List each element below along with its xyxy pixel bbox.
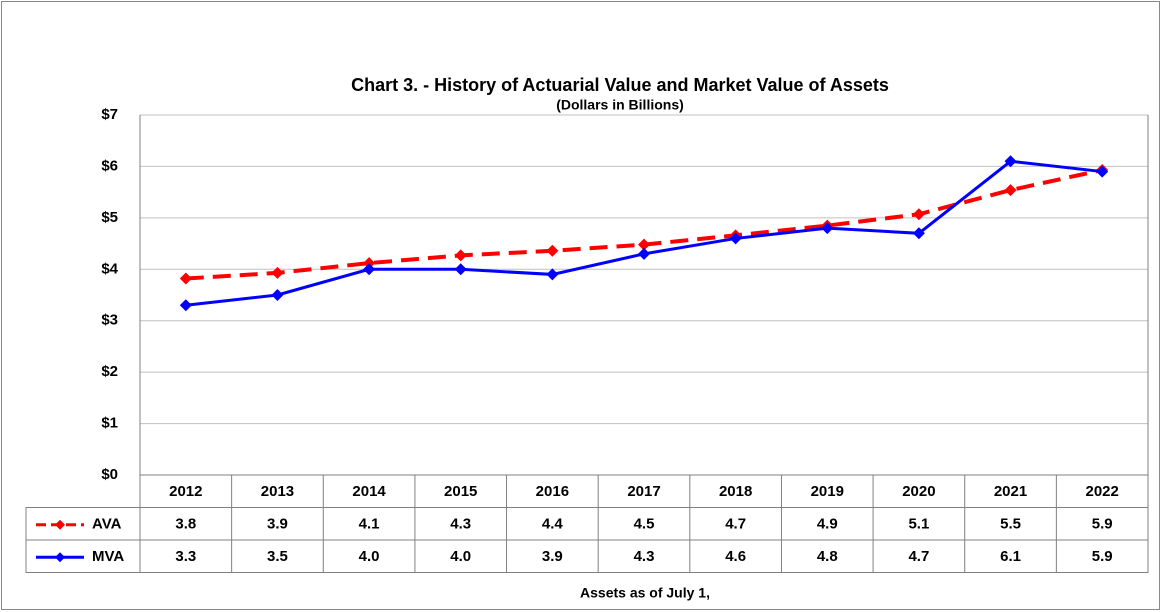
- x-tick-label: 2015: [444, 483, 477, 500]
- y-tick-label: $2: [101, 363, 118, 380]
- data-point: [179, 299, 192, 312]
- data-label: 3.3: [175, 548, 196, 565]
- x-tick-label: 2017: [627, 483, 660, 500]
- data-point: [454, 263, 467, 276]
- data-point: [912, 227, 925, 240]
- data-point: [1096, 165, 1109, 178]
- legend-label: MVA: [92, 548, 124, 565]
- y-tick-label: $4: [101, 260, 118, 277]
- data-label: 6.1: [1000, 548, 1021, 565]
- data-point: [638, 247, 650, 260]
- x-tick-label: 2012: [169, 483, 202, 500]
- data-label: 4.6: [725, 548, 746, 565]
- x-tick-label: 2021: [994, 483, 1027, 500]
- data-label: 4.8: [817, 548, 838, 565]
- data-label: 5.1: [908, 516, 929, 533]
- data-point: [363, 257, 376, 270]
- data-point: [1004, 155, 1017, 168]
- x-tick-label: 2020: [902, 483, 935, 500]
- data-label: 4.0: [450, 548, 471, 565]
- y-tick-label: $5: [101, 209, 118, 226]
- data-label: 3.5: [267, 548, 288, 565]
- legend-marker: [55, 519, 65, 530]
- data-point: [179, 272, 192, 285]
- y-tick-label: $7: [101, 106, 118, 123]
- data-label: 4.9: [817, 516, 838, 533]
- chart-title: Chart 3. - History of Actuarial Value an…: [351, 75, 889, 95]
- x-tick-label: 2016: [536, 483, 569, 500]
- data-point: [1004, 184, 1017, 197]
- data-label: 5.5: [1000, 516, 1021, 533]
- x-tick-label: 2022: [1085, 483, 1118, 500]
- data-point: [271, 266, 284, 279]
- x-axis-label: Assets as of July 1,: [580, 585, 710, 601]
- data-point: [638, 238, 650, 251]
- y-tick-label: $0: [101, 466, 118, 483]
- legend-label: AVA: [92, 516, 122, 533]
- y-tick-label: $6: [101, 157, 118, 174]
- data-point: [912, 208, 925, 221]
- data-label: 4.7: [725, 516, 746, 533]
- data-label: 4.0: [359, 548, 380, 565]
- data-point: [729, 232, 742, 245]
- data-label: 5.9: [1092, 516, 1113, 533]
- data-point: [454, 249, 467, 262]
- data-label: 3.9: [267, 516, 288, 533]
- legend-marker: [55, 552, 65, 563]
- data-point: [363, 263, 376, 276]
- data-label: 4.3: [634, 548, 655, 565]
- data-label: 5.9: [1092, 548, 1113, 565]
- data-point: [821, 222, 834, 235]
- data-point: [546, 244, 559, 257]
- chart-subtitle: (Dollars in Billions): [556, 97, 684, 113]
- y-tick-label: $1: [101, 415, 118, 432]
- y-tick-label: $3: [101, 312, 118, 329]
- data-label: 4.1: [359, 516, 380, 533]
- data-point: [546, 268, 559, 281]
- data-label: 4.3: [450, 516, 471, 533]
- x-tick-label: 2018: [719, 483, 752, 500]
- data-label: 4.7: [908, 548, 929, 565]
- data-label: 3.8: [175, 516, 196, 533]
- data-label: 3.9: [542, 548, 563, 565]
- x-tick-label: 2013: [261, 483, 294, 500]
- data-point: [271, 289, 284, 301]
- x-tick-label: 2014: [352, 483, 386, 500]
- x-tick-label: 2019: [811, 483, 844, 500]
- data-label: 4.5: [634, 516, 655, 533]
- data-label: 4.4: [542, 516, 564, 533]
